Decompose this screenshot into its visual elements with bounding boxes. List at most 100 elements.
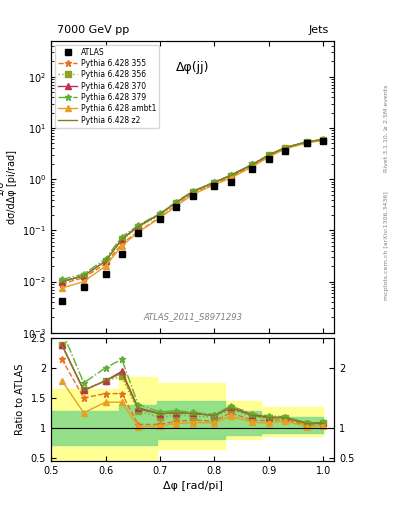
Pythia 6.428 z2 [250, 161, 255, 167]
Pythia 6.428 z2 [81, 273, 86, 279]
ATLAS [212, 183, 217, 189]
Pythia 6.428 355 [266, 153, 271, 159]
Pythia 6.428 ambt1 [305, 140, 309, 146]
Pythia 6.428 370 [119, 236, 124, 242]
Pythia 6.428 z2 [136, 224, 141, 230]
Pythia 6.428 356 [174, 200, 178, 206]
Pythia 6.428 355 [103, 261, 108, 267]
Pythia 6.428 379 [60, 276, 64, 283]
Text: 7000 GeV pp: 7000 GeV pp [57, 25, 129, 35]
Pythia 6.428 379 [283, 144, 287, 151]
Line: Pythia 6.428 370: Pythia 6.428 370 [59, 137, 326, 284]
Pythia 6.428 370 [136, 223, 141, 229]
Pythia 6.428 355 [60, 281, 64, 287]
Text: mcplots.cern.ch [arXiv:1306.3436]: mcplots.cern.ch [arXiv:1306.3436] [384, 191, 389, 300]
Line: Pythia 6.428 z2: Pythia 6.428 z2 [62, 140, 323, 282]
Pythia 6.428 379 [136, 222, 141, 228]
Pythia 6.428 370 [81, 273, 86, 279]
Pythia 6.428 356 [266, 153, 271, 159]
Pythia 6.428 356 [321, 137, 325, 143]
ATLAS [60, 298, 64, 304]
Pythia 6.428 355 [283, 145, 287, 152]
Pythia 6.428 z2 [283, 145, 287, 151]
Pythia 6.428 z2 [174, 200, 178, 206]
Pythia 6.428 355 [228, 174, 233, 180]
Pythia 6.428 355 [190, 190, 195, 197]
Line: ATLAS: ATLAS [59, 138, 327, 304]
Pythia 6.428 z2 [119, 236, 124, 242]
Pythia 6.428 356 [60, 279, 64, 285]
Pythia 6.428 z2 [158, 211, 162, 217]
Pythia 6.428 356 [228, 173, 233, 179]
Pythia 6.428 379 [266, 152, 271, 158]
Pythia 6.428 ambt1 [266, 154, 271, 160]
X-axis label: Δφ [rad/pi]: Δφ [rad/pi] [163, 481, 222, 491]
Pythia 6.428 379 [321, 136, 325, 142]
Pythia 6.428 355 [119, 241, 124, 247]
Pythia 6.428 ambt1 [119, 243, 124, 249]
Pythia 6.428 356 [250, 162, 255, 168]
Text: Δφ(jj): Δφ(jj) [176, 61, 209, 74]
Pythia 6.428 356 [158, 212, 162, 218]
Y-axis label: 1/σ
dσ/dΔφ [pi/rad]: 1/σ dσ/dΔφ [pi/rad] [0, 150, 17, 224]
Pythia 6.428 z2 [212, 179, 217, 185]
ATLAS [81, 284, 86, 290]
Pythia 6.428 370 [266, 152, 271, 158]
Pythia 6.428 355 [136, 228, 141, 234]
Pythia 6.428 ambt1 [212, 182, 217, 188]
Pythia 6.428 z2 [103, 258, 108, 264]
Pythia 6.428 379 [158, 210, 162, 217]
Pythia 6.428 355 [321, 137, 325, 143]
Y-axis label: Ratio to ATLAS: Ratio to ATLAS [15, 364, 25, 435]
ATLAS [321, 138, 325, 144]
Pythia 6.428 z2 [305, 139, 309, 145]
ATLAS [136, 230, 141, 236]
Pythia 6.428 355 [174, 202, 178, 208]
Pythia 6.428 379 [119, 233, 124, 240]
Pythia 6.428 379 [174, 199, 178, 205]
Pythia 6.428 370 [228, 173, 233, 179]
Pythia 6.428 355 [212, 181, 217, 187]
Pythia 6.428 ambt1 [321, 137, 325, 143]
Pythia 6.428 370 [250, 161, 255, 167]
ATLAS [266, 156, 271, 162]
Pythia 6.428 356 [136, 224, 141, 230]
ATLAS [174, 204, 178, 210]
Pythia 6.428 ambt1 [190, 191, 195, 198]
Pythia 6.428 ambt1 [174, 203, 178, 209]
Pythia 6.428 379 [250, 161, 255, 167]
Pythia 6.428 ambt1 [250, 164, 255, 170]
Pythia 6.428 356 [119, 237, 124, 243]
Pythia 6.428 ambt1 [60, 285, 64, 291]
Pythia 6.428 370 [103, 258, 108, 264]
Pythia 6.428 356 [81, 273, 86, 279]
Pythia 6.428 370 [60, 279, 64, 285]
Pythia 6.428 356 [190, 189, 195, 196]
ATLAS [228, 179, 233, 185]
Pythia 6.428 379 [190, 188, 195, 195]
Pythia 6.428 370 [190, 188, 195, 195]
Pythia 6.428 355 [250, 163, 255, 169]
Legend: ATLAS, Pythia 6.428 355, Pythia 6.428 356, Pythia 6.428 370, Pythia 6.428 379, P: ATLAS, Pythia 6.428 355, Pythia 6.428 35… [55, 45, 159, 127]
Pythia 6.428 356 [283, 145, 287, 151]
Pythia 6.428 z2 [60, 279, 64, 285]
ATLAS [305, 140, 309, 146]
Pythia 6.428 370 [174, 200, 178, 206]
Pythia 6.428 z2 [228, 173, 233, 179]
Pythia 6.428 ambt1 [136, 229, 141, 236]
Pythia 6.428 356 [103, 258, 108, 264]
Pythia 6.428 z2 [266, 152, 271, 158]
Line: Pythia 6.428 ambt1: Pythia 6.428 ambt1 [59, 138, 326, 291]
Text: Rivet 3.1.10, ≥ 2.5M events: Rivet 3.1.10, ≥ 2.5M events [384, 84, 389, 172]
Pythia 6.428 z2 [190, 188, 195, 195]
ATLAS [119, 251, 124, 257]
ATLAS [103, 271, 108, 277]
Pythia 6.428 379 [228, 172, 233, 178]
Pythia 6.428 379 [81, 271, 86, 277]
Pythia 6.428 370 [321, 136, 325, 142]
Pythia 6.428 355 [158, 214, 162, 220]
Text: Jets: Jets [308, 25, 329, 35]
ATLAS [158, 216, 162, 222]
Pythia 6.428 ambt1 [158, 215, 162, 221]
Pythia 6.428 379 [305, 139, 309, 145]
